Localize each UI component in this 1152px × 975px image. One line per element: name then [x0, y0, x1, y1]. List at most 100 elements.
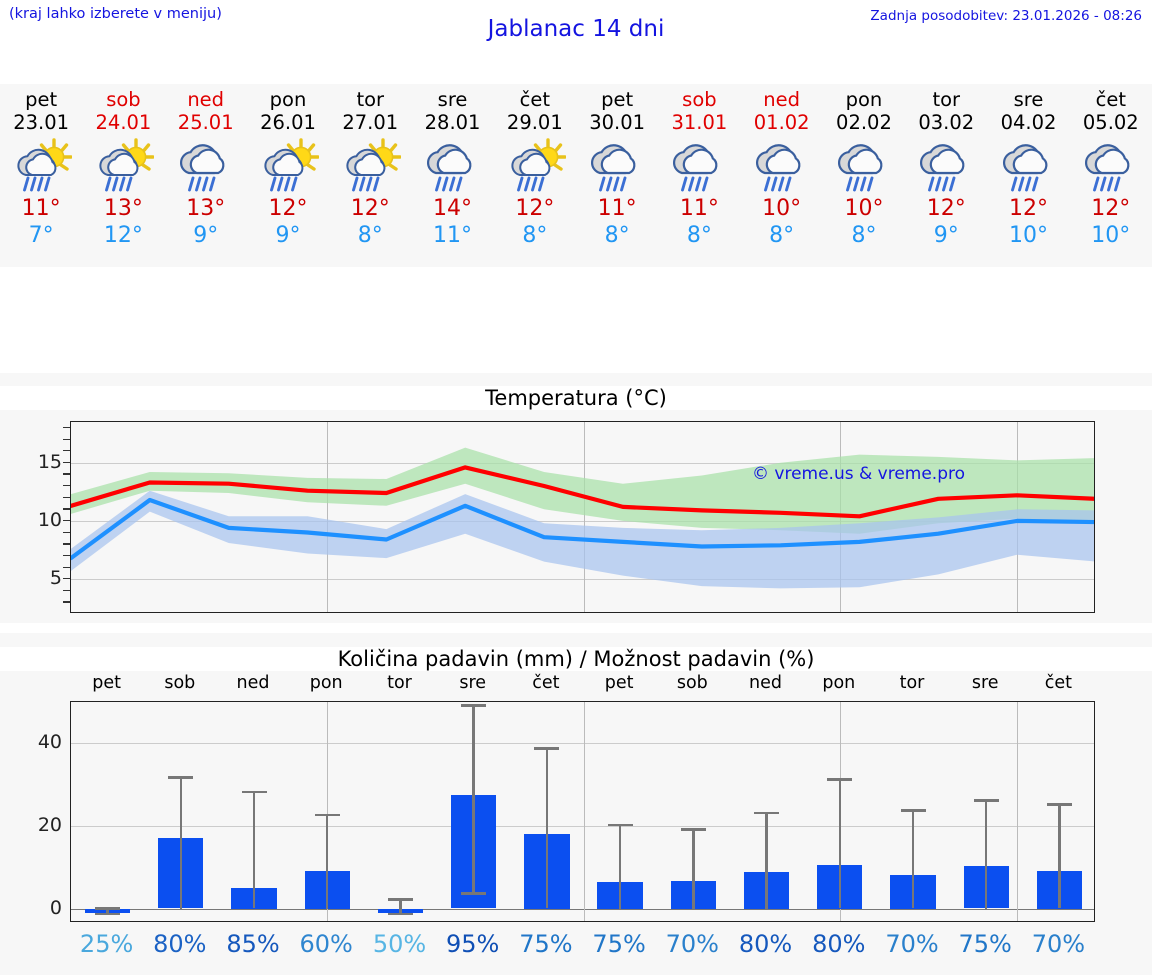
precipitation-day-label: čet: [532, 673, 560, 693]
day-column[interactable]: sob 24.01 13° 12°: [82, 84, 164, 267]
day-date-label: 03.02: [918, 111, 975, 134]
precipitation-probability-label: 70%: [665, 930, 719, 958]
precipitation-probability-label: 95%: [446, 930, 500, 958]
precipitation-day-label: sob: [676, 673, 708, 693]
precipitation-day-label: sre: [971, 673, 999, 693]
day-date-label: 24.01: [95, 111, 152, 134]
day-column[interactable]: ned 01.02 10° 8°: [741, 84, 823, 267]
precipitation-day-label: ned: [749, 673, 782, 693]
precipitation-probability-label: 80%: [812, 930, 866, 958]
precipitation-error-bar-cap: [168, 776, 194, 779]
temperature-y-tick-mark: [63, 589, 70, 592]
day-max-temp: 14°: [433, 196, 473, 221]
precipitation-error-bar-stem: [1058, 803, 1061, 909]
precipitation-day-label: sre: [459, 673, 487, 693]
precipitation-y-tick-label: 0: [49, 896, 62, 919]
precipitation-day-label: pon: [309, 673, 343, 693]
day-column[interactable]: pet 30.01 11° 8°: [576, 84, 658, 267]
temperature-y-tick-mark: [63, 578, 70, 580]
day-column[interactable]: pon 02.02 10° 8°: [823, 84, 905, 267]
precipitation-chart-title: Količina padavin (mm) / Možnost padavin …: [0, 647, 1152, 671]
day-min-temp: 8°: [851, 223, 877, 248]
day-of-week-label: sob: [106, 88, 141, 111]
day-max-temp: 10°: [762, 196, 802, 221]
day-min-temp: 11°: [433, 223, 473, 248]
precipitation-error-bar-cap: [314, 813, 340, 817]
sun-cloud-rain-icon: [257, 137, 319, 195]
precipitation-error-bar-stem: [618, 823, 622, 909]
gridline-horizontal: [71, 579, 1094, 581]
day-of-week-label: pet: [601, 88, 634, 111]
last-updated-text: Zadnja posodobitev: 23.01.2026 - 08:26: [870, 8, 1142, 24]
day-date-label: 02.02: [836, 111, 892, 134]
page-title: Jablanac 14 dni: [487, 16, 665, 42]
day-min-temp: 10°: [1091, 223, 1131, 248]
sun-cloud-rain-icon: [339, 137, 402, 195]
cloud-rain-icon: [833, 137, 895, 195]
day-max-temp: 12°: [268, 196, 308, 221]
gridline-vertical: [327, 422, 329, 612]
day-date-label: 05.02: [1082, 111, 1139, 134]
temperature-y-tick-mark: [63, 473, 70, 475]
precipitation-error-bar-stem: [399, 898, 402, 913]
day-date-label: 30.01: [589, 111, 646, 134]
day-of-week-label: čet: [519, 88, 551, 111]
day-of-week-label: tor: [356, 88, 385, 111]
gridline-vertical: [1017, 702, 1019, 921]
precipitation-error-bar-cap: [607, 823, 633, 827]
temperature-y-tick-label: 15: [37, 450, 62, 473]
temperature-y-tick-mark: [63, 496, 70, 498]
day-column[interactable]: ned 25.01 13° 9°: [165, 84, 247, 267]
cloud-rain-icon: [668, 137, 730, 195]
precipitation-day-label: pon: [822, 673, 856, 693]
gridline-horizontal: [71, 743, 1094, 745]
day-column[interactable]: sob 31.01 11° 8°: [658, 84, 740, 267]
precipitation-error-bar-cap: [680, 828, 706, 831]
day-column[interactable]: tor 03.02 12° 9°: [905, 84, 987, 267]
temperature-y-tick-label: 10: [37, 508, 62, 531]
precipitation-error-bar-stem: [984, 799, 988, 909]
day-column[interactable]: sre 28.01 14° 11°: [411, 84, 493, 267]
day-min-temp: 8°: [357, 223, 383, 248]
cloud-rain-icon: [915, 137, 977, 195]
day-min-temp: 9°: [933, 223, 959, 248]
day-of-week-label: sre: [1013, 88, 1044, 111]
cloud-rain-icon: [422, 137, 484, 195]
precipitation-error-bar-stem: [472, 704, 475, 893]
day-min-temp: 7°: [28, 223, 54, 248]
day-column[interactable]: sre 04.02 12° 10°: [987, 84, 1069, 267]
day-of-week-label: sob: [682, 88, 717, 111]
day-column[interactable]: pon 26.01 12° 9°: [247, 84, 329, 267]
cloud-rain-icon: [998, 137, 1060, 195]
day-max-temp: 13°: [186, 196, 226, 221]
precipitation-error-bar-stem: [545, 747, 549, 909]
day-of-week-label: ned: [187, 88, 225, 111]
day-column[interactable]: čet 05.02 12° 10°: [1070, 84, 1152, 267]
cloud-rain-icon: [751, 137, 813, 195]
day-column[interactable]: tor 27.01 12° 8°: [329, 84, 411, 267]
precipitation-error-bar-cap: [534, 747, 560, 750]
day-of-week-label: pon: [269, 88, 307, 111]
gridline-horizontal: [71, 825, 1094, 827]
day-min-temp: 8°: [769, 223, 795, 248]
sun-cloud-rain-icon: [504, 137, 566, 195]
day-of-week-label: tor: [932, 88, 961, 111]
day-column[interactable]: čet 29.01 12° 8°: [494, 84, 576, 267]
precipitation-probability-label: 50%: [372, 930, 427, 958]
day-min-temp: 8°: [604, 223, 630, 248]
gridline-horizontal: [71, 908, 1094, 910]
precipitation-probability-label: 70%: [885, 930, 939, 958]
temperature-plot-area: [70, 421, 1095, 613]
precipitation-error-bar-cap: [461, 892, 487, 895]
gridline-horizontal: [71, 462, 1094, 464]
precipitation-chart-panel: Količina padavin (mm) / Možnost padavin …: [0, 633, 1152, 975]
day-date-label: 25.01: [177, 111, 234, 134]
gridline-vertical: [327, 702, 329, 921]
precipitation-day-label: tor: [899, 673, 925, 693]
temperature-chart-title: Temperatura (°C): [0, 386, 1152, 410]
gridline-vertical: [583, 422, 585, 612]
day-column[interactable]: pet 23.01 11° 7°: [0, 84, 82, 267]
day-max-temp: 10°: [844, 196, 884, 221]
day-of-week-label: čet: [1095, 88, 1126, 111]
precipitation-day-label: tor: [387, 673, 412, 693]
